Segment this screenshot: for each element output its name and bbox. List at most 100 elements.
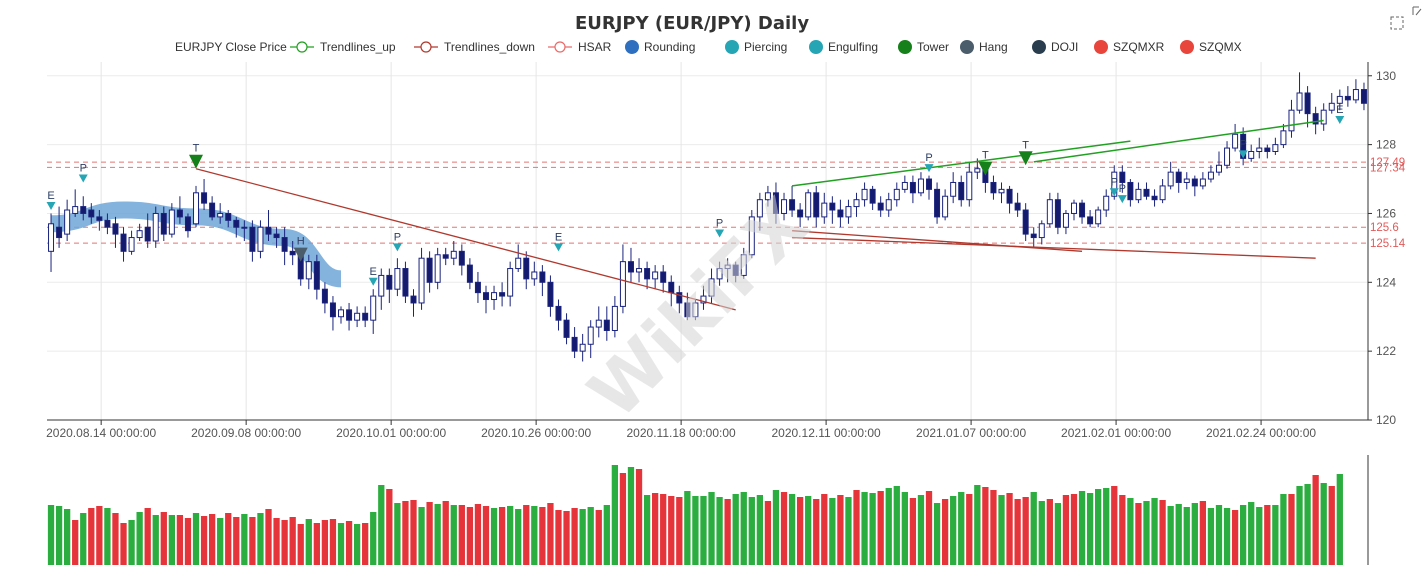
volume-bar (63, 509, 71, 565)
legend-item[interactable]: Hang (960, 40, 1008, 54)
legend-item[interactable]: Tower (898, 40, 949, 54)
pattern-marker: P (715, 218, 725, 238)
volume-bar (1127, 498, 1134, 565)
volume-bar (176, 515, 184, 565)
volume-bar (796, 497, 804, 565)
volume-bar (88, 508, 95, 565)
candle-body (885, 199, 892, 211)
candle (531, 261, 538, 286)
candle (136, 223, 143, 241)
marker-letter: P (925, 152, 932, 164)
candle (1264, 144, 1271, 159)
candle-body (193, 192, 200, 225)
legend-item[interactable]: SZQMXR (1094, 40, 1165, 54)
candle-body (386, 274, 393, 290)
volume-bar (845, 497, 852, 565)
volume-bar (1086, 493, 1094, 565)
legend-marker (960, 40, 974, 54)
candle (1191, 175, 1198, 197)
volume-bar (1062, 495, 1070, 565)
legend[interactable]: EURJPY Close Price Trendlines_up Trendline… (175, 40, 1242, 54)
candle-body (1199, 178, 1206, 187)
hsar-label: 125.14 (1370, 238, 1406, 250)
volume-bar (780, 492, 788, 565)
candle (241, 220, 248, 241)
legend-item[interactable]: Engulfing (809, 40, 878, 54)
volume-bar (1336, 474, 1343, 565)
legend-item[interactable]: Trendlines_down (414, 40, 535, 54)
legend-label: HSAR (578, 40, 612, 54)
volume-bar (788, 494, 796, 565)
candle-body (168, 209, 175, 235)
legend-item[interactable]: Trendlines_up (290, 40, 396, 54)
legend-item[interactable]: HSAR (548, 40, 612, 54)
candle (1207, 165, 1214, 183)
candle-body (901, 181, 908, 190)
legend-label: DOJI (1051, 40, 1078, 54)
candle-body (660, 271, 667, 283)
candle-body (1352, 89, 1359, 101)
legend-item[interactable]: EURJPY Close Price (175, 40, 287, 54)
candle-body (1304, 92, 1311, 115)
candle (579, 333, 586, 362)
candle-body (1207, 171, 1214, 180)
candle-body (772, 192, 779, 214)
candle (394, 258, 401, 297)
volume-bar (184, 518, 192, 565)
marker-letter: H (297, 236, 305, 248)
legend-item[interactable]: SZQMX (1180, 40, 1242, 54)
candle (1151, 189, 1158, 207)
candle (1183, 172, 1190, 190)
marker-letter: T (982, 150, 989, 162)
candle-body (1328, 102, 1335, 111)
candle-body (1151, 195, 1158, 201)
candle (837, 199, 844, 228)
candle-body (217, 212, 224, 218)
marker-letter: P (1119, 183, 1126, 195)
save-icon[interactable] (1412, 6, 1422, 16)
legend-item[interactable]: DOJI (1032, 40, 1078, 54)
candle-body (676, 292, 683, 304)
volume-bar (144, 508, 151, 565)
volume-bar (1151, 498, 1158, 565)
volume-bar (982, 487, 989, 565)
candle (450, 241, 457, 266)
volume-bar (917, 495, 925, 565)
volume-bar (998, 495, 1005, 565)
volume-bar (1111, 486, 1118, 565)
volume-bar (660, 494, 667, 565)
volume-bar (684, 491, 691, 565)
candle-body (1232, 133, 1239, 149)
candle-body (740, 254, 747, 276)
y-tick-label: 124 (1376, 275, 1396, 289)
legend-item[interactable]: Rounding (625, 40, 695, 54)
candle-body (144, 226, 151, 242)
candle (160, 206, 167, 241)
candle (748, 210, 755, 259)
legend-marker (1180, 40, 1194, 54)
legend-marker (1032, 40, 1046, 54)
candle (772, 182, 779, 224)
candle-body (1087, 216, 1094, 225)
x-tick-label: 2020.12.11 00:00:00 (771, 426, 881, 440)
volume-bar (676, 497, 683, 565)
candle (692, 299, 699, 321)
volume-bar (740, 492, 747, 565)
volume-bar (1038, 501, 1045, 565)
legend-item[interactable]: Piercing (725, 40, 787, 54)
candle (555, 299, 562, 331)
volume-bar (474, 504, 482, 565)
candle (434, 247, 441, 290)
volume-bar (563, 511, 570, 565)
candle (740, 247, 747, 279)
candle (418, 247, 425, 310)
volume-bar (732, 494, 739, 565)
volume-bar (1143, 501, 1150, 565)
volume-bar (208, 514, 216, 565)
candle-body (797, 209, 804, 218)
candle (193, 185, 200, 228)
volume-bar (805, 496, 812, 565)
legend-label: Piercing (744, 40, 787, 54)
restore-icon[interactable] (1390, 16, 1404, 30)
candle (1087, 210, 1094, 228)
